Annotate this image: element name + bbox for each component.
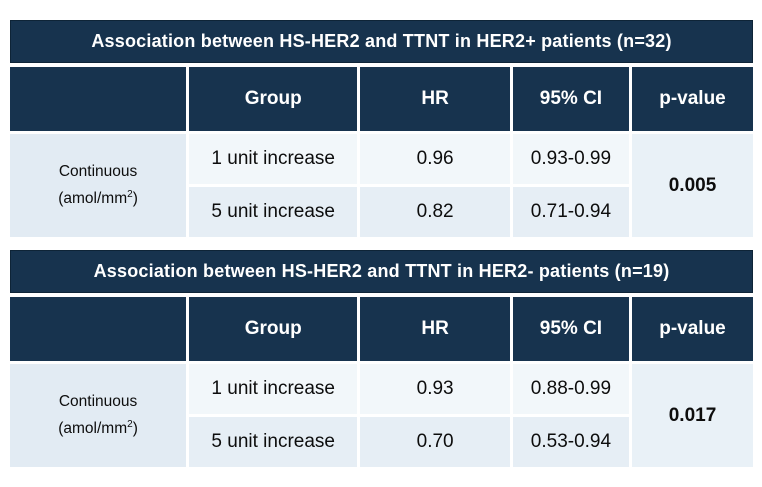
cell-ci-row1: 0.88-0.99 <box>512 364 629 414</box>
table-grid-her2-positive: Group HR 95% CI p-value Continuous (amol… <box>10 67 753 237</box>
row-label-unit-suffix: ) <box>132 189 138 207</box>
cell-hr-row2: 0.70 <box>360 417 510 467</box>
header-cell-pvalue: p-value <box>631 67 753 131</box>
row-label-line2: (amol/mm2) <box>58 186 138 212</box>
header-cell-group: Group <box>189 297 358 361</box>
cell-pvalue: 0.005 <box>631 134 753 237</box>
header-cell-empty <box>10 297 187 361</box>
cell-ci-row2: 0.53-0.94 <box>512 417 629 467</box>
cell-group-row1: 1 unit increase <box>189 134 358 184</box>
row-label-line1: Continuous <box>58 393 138 411</box>
row-label-line1: Continuous <box>58 163 138 181</box>
row-label-continuous: Continuous (amol/mm2) <box>10 134 187 237</box>
table-grid-her2-negative: Group HR 95% CI p-value Continuous (amol… <box>10 297 753 467</box>
row-label-superscript: 2 <box>127 188 133 200</box>
cell-ci-row2: 0.71-0.94 <box>512 187 629 237</box>
header-cell-group: Group <box>189 67 358 131</box>
header-cell-ci: 95% CI <box>512 297 629 361</box>
cell-hr-row1: 0.96 <box>360 134 510 184</box>
header-cell-ci: 95% CI <box>512 67 629 131</box>
cell-pvalue: 0.017 <box>631 364 753 467</box>
header-cell-empty <box>10 67 187 131</box>
table-title-her2-negative: Association between HS-HER2 and TTNT in … <box>10 250 753 293</box>
cell-hr-row2: 0.82 <box>360 187 510 237</box>
cell-group-row2: 5 unit increase <box>189 417 358 467</box>
row-label-superscript: 2 <box>127 418 133 430</box>
header-cell-hr: HR <box>360 67 510 131</box>
row-label-unit-prefix: (amol/mm <box>58 419 128 437</box>
row-label-unit-suffix: ) <box>132 419 138 437</box>
header-cell-pvalue: p-value <box>631 297 753 361</box>
table-title-her2-positive: Association between HS-HER2 and TTNT in … <box>10 20 753 63</box>
header-cell-hr: HR <box>360 297 510 361</box>
cell-hr-row1: 0.93 <box>360 364 510 414</box>
table-her2-positive: Association between HS-HER2 and TTNT in … <box>10 20 753 237</box>
table-her2-negative: Association between HS-HER2 and TTNT in … <box>10 250 753 467</box>
cell-ci-row1: 0.93-0.99 <box>512 134 629 184</box>
row-label-line2: (amol/mm2) <box>58 416 138 442</box>
row-label-unit-prefix: (amol/mm <box>58 189 128 207</box>
cell-group-row1: 1 unit increase <box>189 364 358 414</box>
row-label-continuous: Continuous (amol/mm2) <box>10 364 187 467</box>
cell-group-row2: 5 unit increase <box>189 187 358 237</box>
